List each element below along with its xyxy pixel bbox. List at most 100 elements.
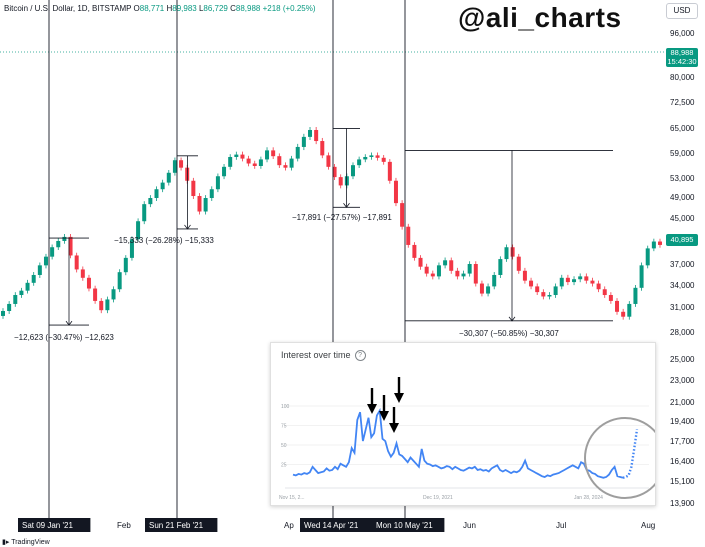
candle-body xyxy=(455,270,460,277)
candle-body xyxy=(535,286,540,293)
author-watermark: @ali_charts xyxy=(458,2,622,33)
candle-body xyxy=(172,160,177,173)
candle-body xyxy=(117,272,122,290)
tradingview-logo[interactable]: ▮▸ TradingView xyxy=(2,538,50,546)
candle-body xyxy=(332,166,337,178)
candle-body xyxy=(492,274,497,287)
candle-body xyxy=(449,260,454,271)
candle-body xyxy=(166,172,171,183)
candle-body xyxy=(504,247,509,260)
interest-y-tick: 25 xyxy=(281,463,287,469)
candle-body xyxy=(418,257,423,267)
candle-body xyxy=(68,236,73,256)
candle-body xyxy=(350,165,355,177)
candle-body xyxy=(639,265,644,288)
candle-body xyxy=(197,196,202,212)
candle-body xyxy=(572,279,577,283)
candle-body xyxy=(203,198,208,212)
candle-body xyxy=(314,129,319,142)
candle-body xyxy=(658,241,662,245)
candle-body xyxy=(375,155,380,158)
symbol-title: Bitcoin / U.S. Dollar, 1D, BITSTAMP xyxy=(4,4,132,13)
time-tick-label: Mon 10 May '21 xyxy=(376,521,433,530)
candle-body xyxy=(25,282,30,291)
candle-body xyxy=(430,273,435,277)
range-label: −12,623 (−30.47%) −12,623 xyxy=(14,333,114,342)
candle-body xyxy=(479,283,484,294)
candle-body xyxy=(105,299,110,311)
candle-body xyxy=(43,256,48,266)
candle-body xyxy=(486,286,491,294)
interest-line-partial xyxy=(622,429,639,479)
candle-body xyxy=(86,277,91,289)
candle-body xyxy=(277,156,282,166)
candle-body xyxy=(467,264,472,274)
peak-arrow-head xyxy=(379,411,389,421)
candle-body xyxy=(222,166,227,177)
candle-body xyxy=(393,180,398,204)
range-measurements: −12,623 (−30.47%) −12,623 −15,333 (−26.28… xyxy=(14,127,613,342)
candle-body xyxy=(473,264,478,284)
candle-body xyxy=(633,287,638,304)
interest-y-tick: 100 xyxy=(281,404,290,410)
candle-body xyxy=(13,295,18,304)
ohlc-close: 88,988 xyxy=(235,4,261,13)
time-tick-label: Jun xyxy=(463,521,476,530)
candle-body xyxy=(602,289,607,296)
candle-body xyxy=(565,277,570,283)
price-axis[interactable]: 13,900 15,100 16,400 17,700 19,400 21,000 23,0… xyxy=(670,29,695,508)
candle-body xyxy=(369,155,374,157)
candle-body xyxy=(529,280,534,287)
candle-body xyxy=(62,236,67,241)
interest-x-tick: Dec 19, 2021 xyxy=(423,495,453,501)
candle-body xyxy=(436,265,441,277)
time-axis[interactable]: Sat 09 Jan '21 Feb Sun 21 Feb '21 Ap Wed 14 … xyxy=(18,518,655,532)
candle-body xyxy=(19,290,24,296)
price-tick-label: 16,400 xyxy=(670,457,695,466)
price-tick-label: 53,000 xyxy=(670,174,695,183)
candle-body xyxy=(627,303,632,317)
interest-line xyxy=(292,407,624,479)
price-tick-label: 80,000 xyxy=(670,73,695,82)
candle-body xyxy=(553,286,558,296)
candle-body xyxy=(424,266,429,274)
candle-body xyxy=(191,180,196,197)
range-label: −17,891 (−27.57%) −17,891 xyxy=(292,213,392,222)
candle-body xyxy=(160,182,165,190)
range-label: −15,333 (−26.28%) −15,333 xyxy=(114,236,214,245)
range-arrowhead xyxy=(343,203,350,208)
candle-body xyxy=(258,159,263,166)
price-tick-label: 17,700 xyxy=(670,437,695,446)
price-tick-label: 37,000 xyxy=(670,260,695,269)
ohlc-high-label: H xyxy=(166,4,173,13)
range-arrowhead xyxy=(508,316,516,322)
time-tick-label: Sat 09 Jan '21 xyxy=(22,521,73,530)
interest-y-tick: 50 xyxy=(281,443,287,449)
candle-body xyxy=(621,311,626,317)
ohlc-close-label: C xyxy=(230,4,236,13)
price-tick-label: 31,000 xyxy=(670,303,695,312)
candle-body xyxy=(381,157,386,162)
candle-body xyxy=(148,198,153,205)
range-arrowhead xyxy=(184,224,191,230)
price-tick-label: 72,500 xyxy=(670,98,695,107)
price-tick-label: 65,000 xyxy=(670,124,695,133)
candle-body xyxy=(510,247,515,257)
currency-selector[interactable]: USD xyxy=(666,3,698,19)
candle-body xyxy=(615,300,620,312)
candle-body xyxy=(289,158,294,168)
price-tick-label: 28,000 xyxy=(670,328,695,337)
candle-body xyxy=(80,269,85,278)
candle-body xyxy=(7,303,12,311)
interest-x-tick: Nov 15, 2... xyxy=(279,495,305,501)
candle-body xyxy=(252,163,257,166)
ohlc-high: 89,983 xyxy=(172,4,197,13)
candle-body xyxy=(412,244,417,258)
help-icon[interactable]: ? xyxy=(354,350,366,362)
candle-body xyxy=(283,165,288,168)
last-price-tag: 88,988 15:42:30 xyxy=(666,48,698,67)
date-marker-tag xyxy=(300,518,373,532)
candle-body xyxy=(651,241,656,249)
date-marker-tag xyxy=(372,518,445,532)
interest-over-time-panel: Interest over time? 25 50 75 100 Nov 15, 2..… xyxy=(270,342,656,506)
